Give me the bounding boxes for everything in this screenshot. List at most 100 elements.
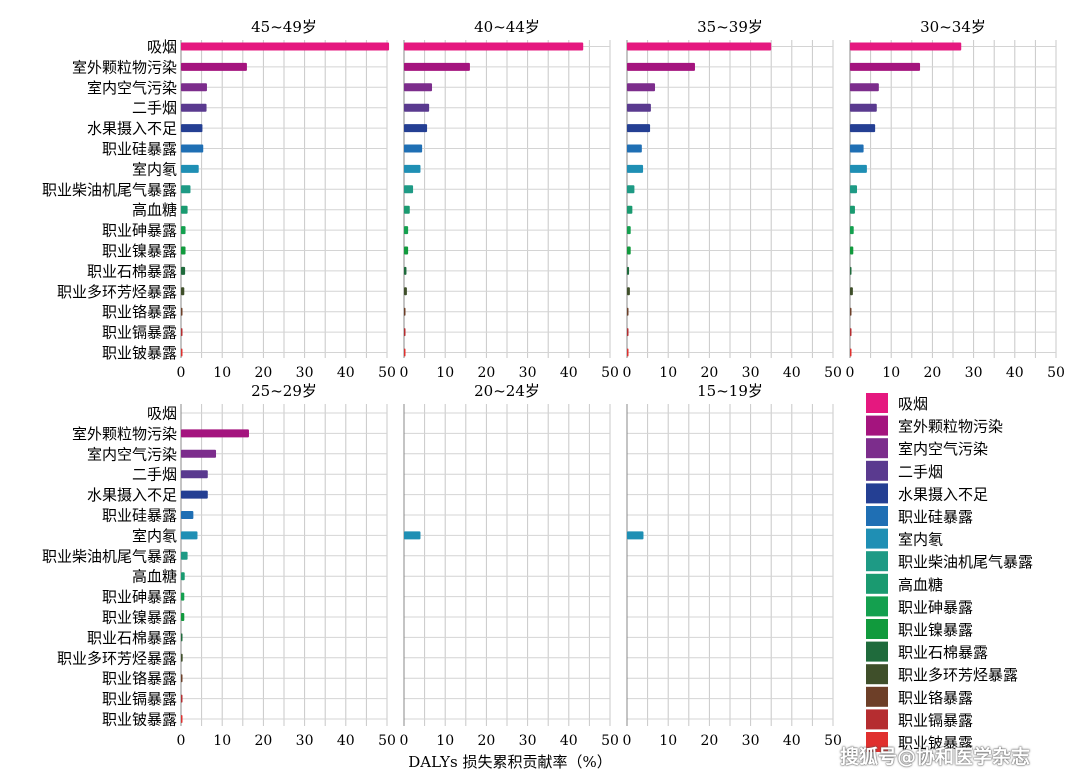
category-label: 水果摄入不足 <box>87 486 177 504</box>
bar <box>181 164 199 173</box>
panel-title: 40~44岁 <box>474 18 540 36</box>
category-label: 职业柴油机尾气暴露 <box>42 547 177 565</box>
bar <box>850 124 876 133</box>
legend-label: 室内空气污染 <box>898 440 988 458</box>
x-tick-label: 30 <box>965 365 983 381</box>
category-label: 室外颗粒物污染 <box>72 425 177 443</box>
bar <box>404 42 584 51</box>
bar <box>850 287 853 296</box>
legend-swatch <box>866 393 888 413</box>
bar <box>181 226 186 235</box>
bar <box>181 531 198 540</box>
bar <box>850 185 858 194</box>
x-tick-label: 40 <box>560 733 578 749</box>
panel-title: 25~29岁 <box>251 382 317 400</box>
x-tick-label: 20 <box>700 365 718 381</box>
legend-label: 职业柴油机尾气暴露 <box>898 553 1033 571</box>
category-label: 室内氡 <box>132 160 177 178</box>
bar <box>627 328 629 337</box>
bar <box>404 328 406 337</box>
bar <box>181 674 183 683</box>
x-tick-label: 0 <box>400 365 409 381</box>
category-label: 室内空气污染 <box>87 445 177 463</box>
x-tick-label: 0 <box>177 733 186 749</box>
bar <box>404 246 409 255</box>
bar <box>850 226 854 235</box>
bar <box>181 572 185 581</box>
x-tick-label: 0 <box>623 365 632 381</box>
category-label: 职业镉暴露 <box>102 690 177 708</box>
x-tick-label: 10 <box>436 733 454 749</box>
legend-swatch <box>866 483 888 504</box>
category-label: 二手烟 <box>132 99 177 117</box>
bar <box>627 348 629 357</box>
category-label: 吸烟 <box>147 38 177 56</box>
x-tick-label: 20 <box>477 733 495 749</box>
bar <box>627 103 651 112</box>
legend-swatch <box>866 641 888 662</box>
x-tick-label: 20 <box>254 365 272 381</box>
bar <box>627 42 772 51</box>
panel-title: 20~24岁 <box>474 382 540 400</box>
bar <box>181 653 183 662</box>
bar <box>627 307 629 316</box>
category-label: 室内空气污染 <box>87 79 177 97</box>
x-tick-label: 30 <box>519 733 537 749</box>
x-tick-label: 40 <box>560 365 578 381</box>
category-label: 职业柴油机尾气暴露 <box>42 181 177 199</box>
category-label: 职业多环芳烃暴露 <box>57 649 177 667</box>
x-tick-label: 0 <box>177 365 186 381</box>
x-axis-label: DALYs 损失累积贡献率（%） <box>408 753 611 771</box>
legend-label: 高血糖 <box>898 576 943 594</box>
bar <box>181 429 249 438</box>
x-tick-label: 50 <box>378 365 396 381</box>
x-tick-label: 40 <box>1006 365 1024 381</box>
x-tick-label: 0 <box>623 733 632 749</box>
bar <box>404 124 428 133</box>
bar <box>627 185 635 194</box>
x-tick-label: 30 <box>296 365 314 381</box>
legend-label: 二手烟 <box>898 463 943 481</box>
bar <box>404 226 409 235</box>
category-label: 职业石棉暴露 <box>87 262 177 280</box>
bar <box>627 266 630 275</box>
bar <box>181 205 188 214</box>
bar <box>627 226 631 235</box>
bar <box>850 328 852 337</box>
x-tick-label: 10 <box>213 733 231 749</box>
panel-title: 35~39岁 <box>697 18 763 36</box>
legend-swatch <box>866 573 888 594</box>
bar <box>181 715 183 723</box>
legend-label: 吸烟 <box>898 395 928 413</box>
legend-swatch <box>866 619 888 639</box>
category-label: 职业铬暴露 <box>102 670 177 688</box>
bar <box>181 103 207 112</box>
x-tick-label: 10 <box>213 365 231 381</box>
category-label: 职业铍暴露 <box>102 711 177 729</box>
bar <box>627 62 695 71</box>
category-label: 职业砷暴露 <box>102 588 177 606</box>
x-tick-label: 40 <box>783 365 801 381</box>
legend-label: 职业硅暴露 <box>898 508 973 526</box>
bar <box>181 328 183 337</box>
bar <box>181 185 191 194</box>
bar <box>404 287 407 296</box>
bar <box>181 83 207 92</box>
category-label: 水果摄入不足 <box>87 120 177 138</box>
bar <box>181 307 183 316</box>
panel-title: 15~19岁 <box>697 382 763 400</box>
bar <box>181 490 208 499</box>
x-tick-label: 0 <box>846 365 855 381</box>
category-label: 职业硅暴露 <box>102 140 177 158</box>
bar <box>404 531 421 540</box>
x-tick-label: 50 <box>824 365 842 381</box>
bar <box>850 144 864 153</box>
legend-swatch <box>866 438 888 459</box>
bar <box>850 164 867 173</box>
category-label: 高血糖 <box>132 568 177 586</box>
x-tick-label: 30 <box>742 365 760 381</box>
x-tick-label: 40 <box>783 733 801 749</box>
legend-label: 职业砷暴露 <box>898 598 973 616</box>
category-label: 职业多环芳烃暴露 <box>57 283 177 301</box>
bar <box>181 592 185 601</box>
